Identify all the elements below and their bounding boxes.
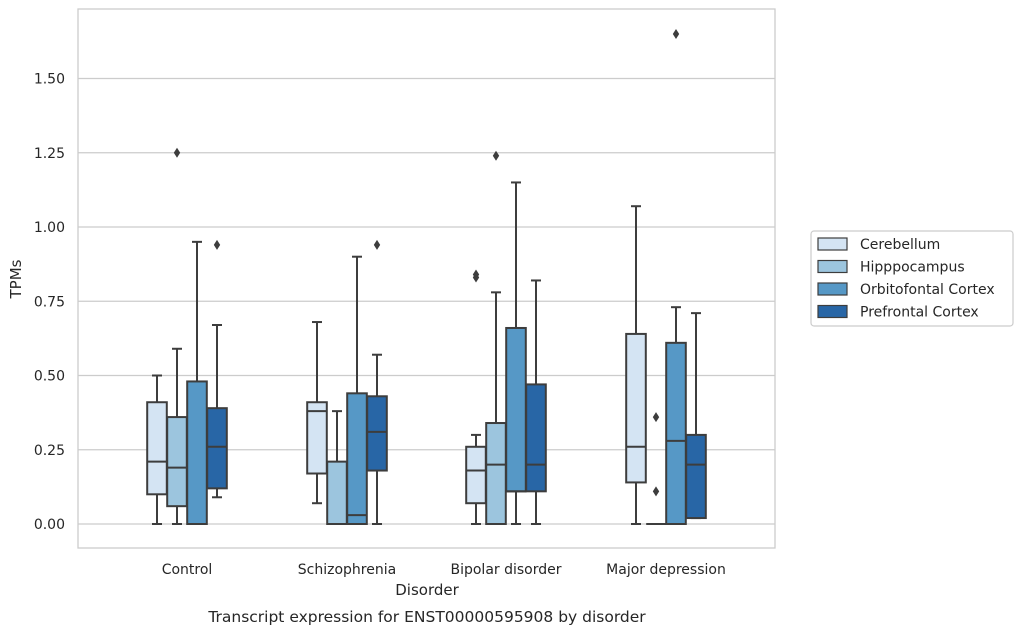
outlier-point xyxy=(672,28,680,39)
y-tick-label: 0.25 xyxy=(34,443,65,459)
iqr-box xyxy=(525,383,547,493)
figure-caption: Transcript expression for ENST0000059590… xyxy=(207,608,646,626)
iqr-box xyxy=(186,380,208,525)
x-tick-label: Bipolar disorder xyxy=(450,562,561,578)
y-tick-labels: 0.00 0.25 0.50 0.75 1.00 1.25 1.50 xyxy=(34,72,65,534)
box-major-depression xyxy=(685,312,707,520)
iqr-box xyxy=(366,395,388,472)
box-control xyxy=(166,147,188,525)
box-schizophrenia xyxy=(306,321,328,505)
outlier-point xyxy=(472,269,480,280)
y-tick-label: 0.50 xyxy=(34,369,65,385)
iqr-box xyxy=(465,445,487,505)
y-tick-label: 1.50 xyxy=(34,72,65,88)
box-schizophrenia xyxy=(346,255,368,525)
iqr-box xyxy=(625,332,647,484)
iqr-box xyxy=(326,460,348,526)
box-major-depression xyxy=(646,412,666,525)
x-tick-label: Schizophrenia xyxy=(298,562,396,578)
plot-area-frame xyxy=(77,8,776,549)
box-bipolar-disorder xyxy=(465,269,487,525)
series-hipppocampus xyxy=(166,147,666,526)
box-control xyxy=(186,240,208,525)
box-bipolar-disorder xyxy=(485,150,507,525)
outlier-point xyxy=(173,147,181,158)
box-major-depression xyxy=(665,28,687,525)
iqr-box xyxy=(346,392,368,525)
y-tick-label: 1.00 xyxy=(34,220,65,236)
legend-swatch xyxy=(817,237,848,251)
outlier-point xyxy=(652,486,660,497)
box-bipolar-disorder xyxy=(505,181,527,525)
x-tick-label: Control xyxy=(162,562,213,578)
legend-frame xyxy=(810,230,1014,327)
iqr-box xyxy=(306,401,328,475)
outlier-point xyxy=(652,412,660,423)
legend-label: Cerebellum xyxy=(860,237,940,253)
iqr-box xyxy=(665,341,687,525)
outlier-point xyxy=(492,150,500,161)
outlier-point xyxy=(373,239,381,250)
box-bipolar-disorder xyxy=(525,279,547,525)
x-tick-label: Major depression xyxy=(606,562,726,578)
y-tick-label: 0.00 xyxy=(34,517,65,533)
box-control xyxy=(206,239,228,499)
x-tick-labels: Control Schizophrenia Bipolar disorder Majo… xyxy=(162,562,726,578)
box-series xyxy=(146,28,707,526)
iqr-box xyxy=(166,416,188,508)
legend-label: Orbitofontal Cortex xyxy=(860,282,995,298)
legend-label: Prefrontal Cortex xyxy=(860,305,979,321)
outlier-point xyxy=(213,239,221,250)
x-axis-label: Disorder xyxy=(395,581,459,599)
series-orbitofontal-cortex xyxy=(186,28,687,525)
iqr-box xyxy=(146,401,168,496)
box-major-depression xyxy=(625,205,647,525)
legend-swatch xyxy=(817,282,848,296)
iqr-box xyxy=(685,433,707,520)
legend: Cerebellum Hipppocampus Orbitofontal Corte… xyxy=(810,230,1014,327)
y-axis-label: TPMs xyxy=(7,259,25,299)
iqr-box xyxy=(505,326,527,493)
legend-swatch xyxy=(817,304,848,319)
box-control xyxy=(146,374,168,525)
series-cerebellum xyxy=(146,205,647,525)
box-schizophrenia xyxy=(366,239,388,525)
series-prefrontal-cortex xyxy=(206,239,707,525)
legend-label: Hipppocampus xyxy=(860,260,965,276)
iqr-box xyxy=(485,422,507,525)
box-schizophrenia xyxy=(326,410,348,526)
y-tick-label: 1.25 xyxy=(34,146,65,162)
y-tick-label: 0.75 xyxy=(34,294,65,310)
iqr-box xyxy=(206,407,228,490)
legend-swatch xyxy=(817,259,848,274)
